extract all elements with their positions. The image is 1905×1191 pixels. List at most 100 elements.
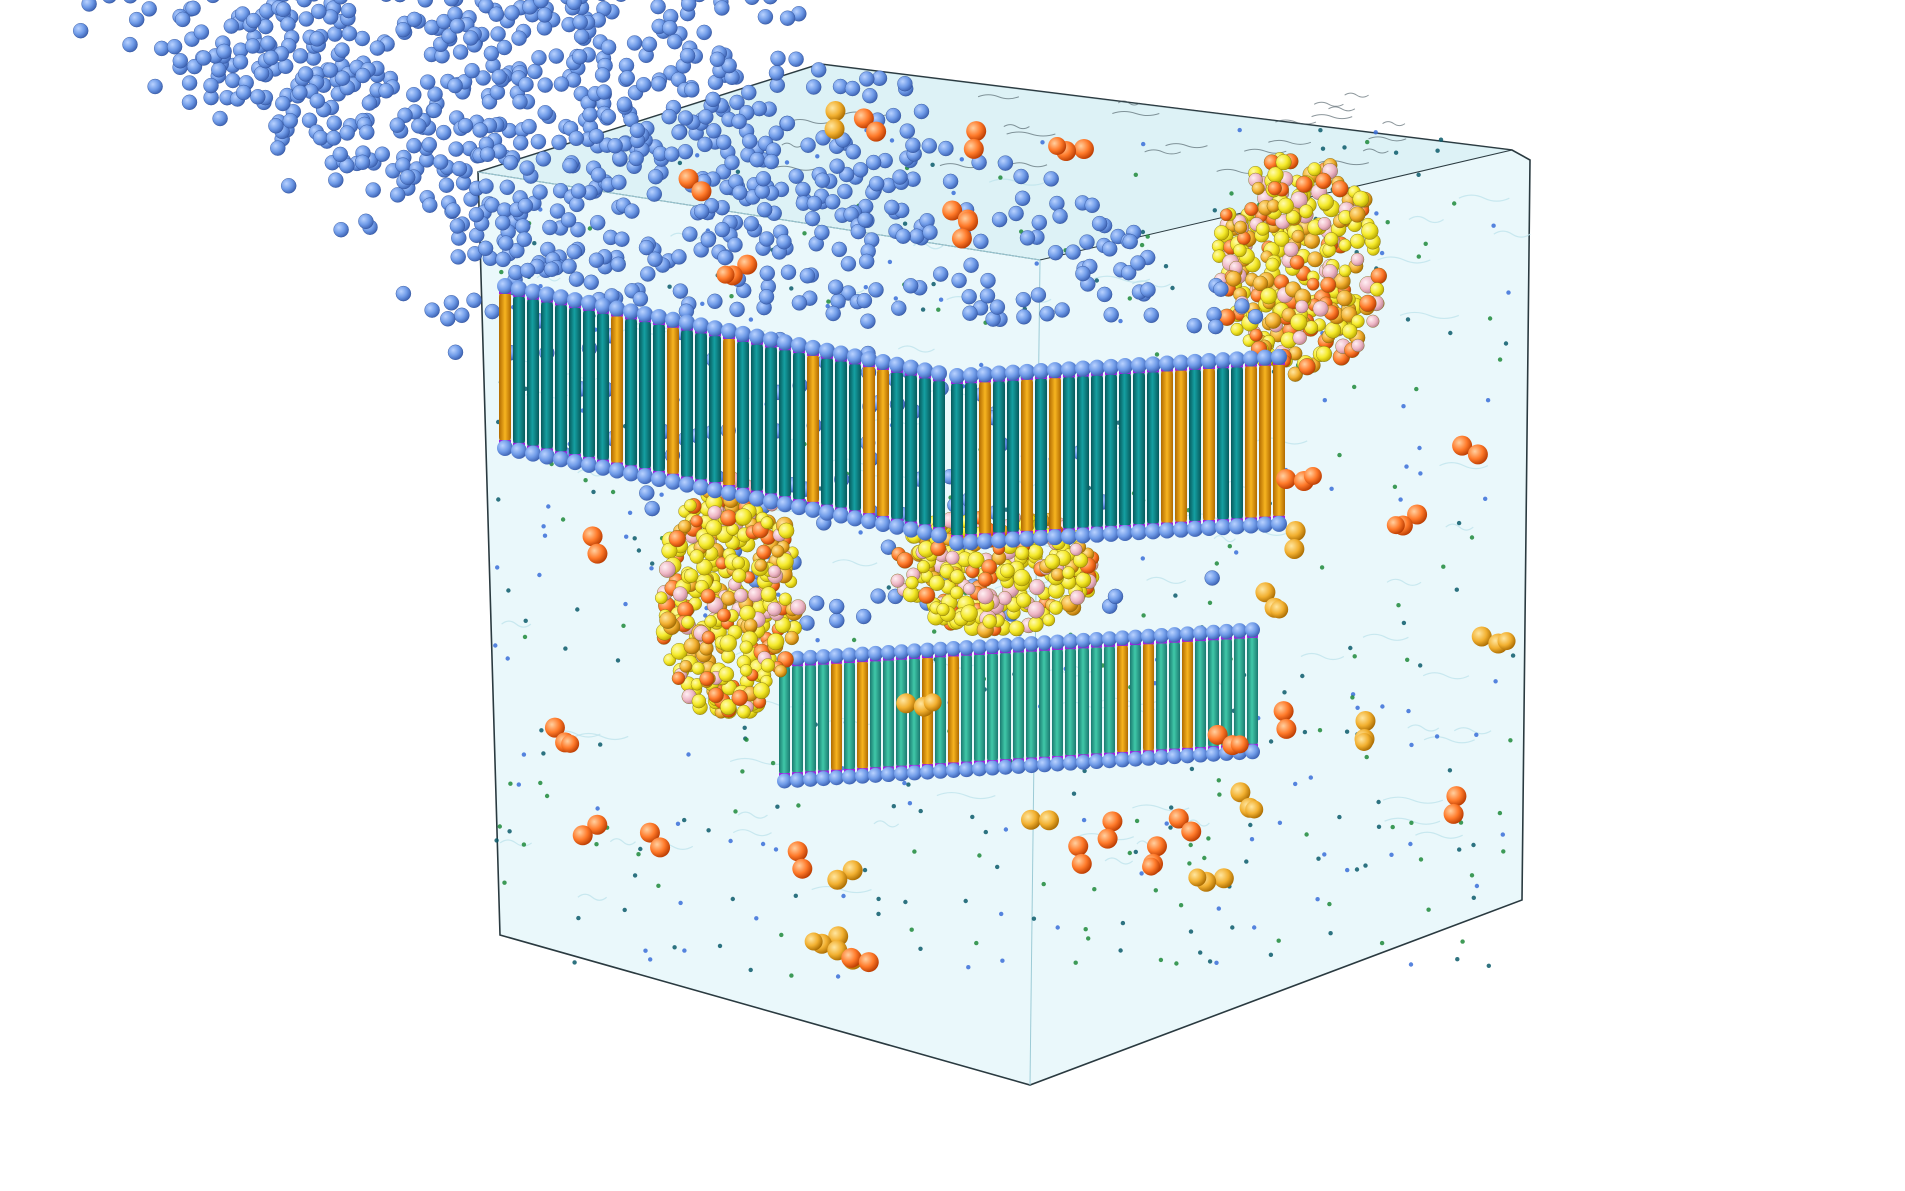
solute-molecule — [1021, 809, 1059, 831]
ion-dot — [1276, 938, 1281, 943]
ion-dot — [1337, 452, 1342, 458]
lipid-tail — [695, 329, 707, 484]
ion-dot — [632, 536, 637, 541]
lipid-head — [581, 294, 597, 311]
lipid-tail — [870, 657, 881, 772]
lipid-head — [641, 36, 658, 52]
cholesterol — [1203, 365, 1215, 524]
solute-molecule — [1230, 782, 1264, 819]
lipid-tail — [1104, 642, 1115, 757]
lipid-tail — [1007, 376, 1019, 536]
upper-lipid-bilayer — [81, 0, 1287, 551]
ion-dot — [1234, 550, 1239, 555]
solute-atom — [737, 254, 758, 275]
protein-atom — [774, 664, 788, 678]
lipid-head — [840, 256, 857, 272]
ion-dot — [1483, 496, 1488, 501]
solute-molecule — [1354, 711, 1376, 751]
protein-atom — [736, 704, 751, 719]
ion-dot — [627, 510, 633, 515]
lipid-head — [1206, 624, 1221, 640]
ion-dot — [1073, 960, 1078, 965]
lipid-head — [920, 764, 935, 780]
lipid-tail — [1133, 369, 1145, 529]
protein-atom — [1370, 267, 1388, 285]
lipid-head — [903, 521, 919, 538]
protein-atom — [1291, 229, 1305, 244]
ion-dot — [1164, 821, 1169, 826]
ion-dot — [951, 190, 956, 196]
solute-atom — [1245, 800, 1264, 819]
lipid-head — [203, 77, 219, 94]
lipid-head — [581, 456, 597, 473]
lipid-tail — [1091, 643, 1102, 758]
lipid-head — [1141, 628, 1156, 644]
protein-atom — [655, 591, 668, 605]
solute-molecule — [1255, 582, 1289, 619]
lipid-head — [466, 292, 482, 308]
ion-dot — [1423, 241, 1428, 246]
surface-ripple — [1275, 119, 1317, 125]
protein-atom — [936, 603, 950, 617]
solute-atom — [1303, 466, 1322, 485]
ion-dot — [1380, 704, 1385, 709]
lipid-head — [1037, 635, 1052, 651]
lipid-head — [567, 292, 583, 309]
solute-atom — [1273, 701, 1294, 722]
protein-atom — [1267, 181, 1282, 196]
lipid-head — [714, 221, 730, 238]
lipid-head — [569, 196, 585, 213]
lipid-head — [895, 228, 911, 244]
ion-dot — [1198, 950, 1203, 955]
ion-dot — [876, 896, 881, 902]
lipid-tail — [896, 655, 907, 770]
ion-dot — [920, 307, 926, 312]
lipid-head — [852, 162, 869, 178]
lipid-tail — [1217, 364, 1229, 524]
ion-dot — [583, 478, 588, 483]
protein-atom — [739, 605, 756, 622]
lipid-head — [951, 272, 967, 289]
ion-dot — [1034, 261, 1039, 266]
ion-dot — [789, 286, 794, 291]
ion-dot — [1031, 916, 1037, 921]
lipid-head — [498, 235, 514, 251]
lipid-head — [816, 649, 831, 665]
surface-ripple — [781, 142, 803, 148]
lipid-head — [495, 251, 511, 268]
lipid-tail — [765, 343, 777, 498]
lipid-head — [309, 31, 325, 47]
protein-atom — [1320, 276, 1337, 293]
ion-dot — [1486, 963, 1492, 968]
lipid-head — [806, 195, 823, 212]
water-ripple — [737, 811, 768, 819]
water-ripple — [1399, 311, 1460, 320]
lipid-head — [515, 218, 531, 234]
solute-atom — [963, 138, 984, 159]
lipid-head — [582, 106, 598, 123]
lipid-head — [868, 645, 883, 661]
protein-atom — [720, 698, 737, 716]
lipid-head — [1061, 528, 1077, 545]
protein-atom — [1213, 225, 1230, 241]
cholesterol — [1175, 366, 1187, 526]
lipid-head — [1043, 171, 1059, 187]
ion-dot — [876, 911, 881, 917]
lipid-head — [681, 0, 697, 12]
ion-dot — [1178, 903, 1184, 908]
lipid-head — [502, 154, 519, 171]
lipid-head — [616, 96, 633, 113]
ion-dot — [815, 638, 820, 643]
ion-dot — [648, 957, 653, 962]
ion-dot — [1460, 939, 1465, 944]
ion-dot — [1337, 814, 1342, 820]
lipid-head — [1065, 244, 1081, 260]
surface-ripple — [1344, 92, 1369, 98]
lipid-head — [1215, 519, 1231, 536]
solute-molecule — [1097, 811, 1123, 849]
lipid-head — [452, 44, 469, 60]
lipid-head — [1159, 355, 1175, 372]
water-ripple — [499, 839, 532, 847]
solute-molecule — [544, 717, 580, 753]
water-ripple — [1386, 578, 1422, 586]
